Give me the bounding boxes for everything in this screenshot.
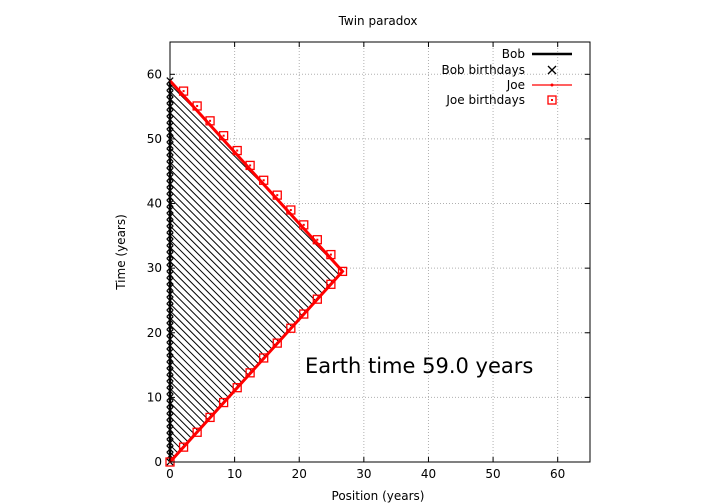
point-joe-birthdays [205, 116, 215, 126]
point-joe-birthdays [205, 412, 215, 423]
x-tick-label: 20 [292, 467, 307, 481]
y-tick-label: 10 [147, 390, 162, 404]
annotation-earth-time: Earth time 59.0 years [305, 354, 533, 378]
point-joe-birthdays [178, 442, 189, 452]
y-tick-label: 60 [147, 67, 162, 81]
point-joe-birthdays [326, 249, 336, 260]
point-joe-birthdays [312, 294, 322, 304]
point-joe-birthdays [286, 323, 296, 333]
point-joe-birthdays [259, 353, 269, 363]
worldline-region-hatch [170, 80, 343, 463]
x-axis-ticks: 0 10 20 30 40 50 60 [166, 42, 565, 481]
chart-title: Twin paradox [338, 14, 418, 28]
point-joe-birthdays [286, 205, 296, 215]
legend-label-bob: Bob [502, 47, 525, 61]
point-joe-birthdays [232, 383, 242, 393]
point-joe-birthdays [245, 368, 255, 378]
legend: Bob Bob birthdays Joe Joe birthdays [441, 47, 572, 107]
point-joe-birthdays [337, 266, 348, 277]
fill-layer [170, 80, 343, 463]
point-joe-birthdays [245, 160, 255, 171]
point-joe-birthdays [299, 220, 309, 230]
y-tick-label: 50 [147, 132, 162, 146]
x-tick-label: 30 [356, 467, 371, 481]
y-axis-ticks: 0 10 20 30 40 50 60 [147, 67, 590, 469]
y-tick-label: 30 [147, 261, 162, 275]
y-tick-label: 20 [147, 326, 162, 340]
legend-swatch-bob-birthdays [547, 65, 557, 75]
plot-frame [169, 41, 591, 463]
legend-swatch-joe [532, 83, 572, 87]
x-tick-label: 50 [485, 467, 500, 481]
x-axis-label: Position (years) [332, 489, 425, 503]
point-joe-birthdays [299, 309, 309, 319]
point-joe-birthdays [232, 145, 242, 156]
legend-label-joe-birthdays: Joe birthdays [445, 93, 525, 107]
point-joe-birthdays [272, 338, 282, 348]
point-joe-birthdays [218, 397, 229, 408]
y-tick-label: 0 [154, 455, 162, 469]
point-joe-birthdays [192, 427, 202, 437]
x-tick-label: 60 [550, 467, 565, 481]
y-tick-label: 40 [147, 197, 162, 211]
x-tick-label: 0 [166, 467, 174, 481]
x-tick-label: 10 [227, 467, 242, 481]
point-joe-birthdays [272, 190, 282, 200]
point-joe-birthdays [218, 131, 229, 141]
x-tick-label: 40 [421, 467, 436, 481]
point-joe-birthdays [192, 101, 202, 111]
y-axis-label: Time (years) [114, 214, 128, 291]
legend-swatch-joe-birthdays [547, 95, 557, 105]
point-joe-birthdays [326, 279, 336, 289]
point-joe-birthdays [312, 235, 322, 245]
point-joe-birthdays [178, 86, 189, 96]
legend-label-bob-birthdays: Bob birthdays [441, 63, 525, 77]
legend-label-joe: Joe [506, 78, 525, 92]
point-joe-birthdays [259, 175, 269, 185]
